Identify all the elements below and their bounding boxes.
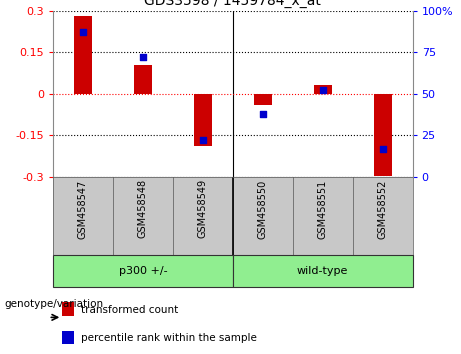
Bar bbox=[74, 16, 92, 94]
Point bbox=[139, 55, 147, 60]
Text: p300 +/-: p300 +/- bbox=[118, 266, 167, 276]
Bar bbox=[53, 255, 233, 287]
Text: percentile rank within the sample: percentile rank within the sample bbox=[81, 333, 257, 343]
Text: GSM458551: GSM458551 bbox=[318, 179, 328, 239]
Point bbox=[259, 111, 266, 116]
Bar bbox=[314, 85, 332, 94]
Title: GDS3598 / 1459784_x_at: GDS3598 / 1459784_x_at bbox=[144, 0, 321, 8]
Text: GSM458548: GSM458548 bbox=[138, 179, 148, 239]
Bar bbox=[194, 94, 212, 147]
Bar bbox=[134, 65, 152, 94]
Text: wild-type: wild-type bbox=[297, 266, 349, 276]
Bar bbox=[233, 255, 413, 287]
Text: genotype/variation: genotype/variation bbox=[5, 298, 104, 309]
Point bbox=[199, 138, 207, 143]
Bar bbox=[373, 94, 392, 176]
Point bbox=[79, 29, 87, 35]
Bar bbox=[62, 302, 74, 315]
Text: GSM458547: GSM458547 bbox=[78, 179, 88, 239]
Bar bbox=[254, 94, 272, 105]
Point bbox=[319, 88, 326, 93]
Text: GSM458552: GSM458552 bbox=[378, 179, 388, 239]
Text: GSM458549: GSM458549 bbox=[198, 179, 208, 239]
Bar bbox=[62, 331, 74, 344]
Text: transformed count: transformed count bbox=[81, 304, 178, 315]
Text: GSM458550: GSM458550 bbox=[258, 179, 268, 239]
Point bbox=[379, 146, 386, 152]
